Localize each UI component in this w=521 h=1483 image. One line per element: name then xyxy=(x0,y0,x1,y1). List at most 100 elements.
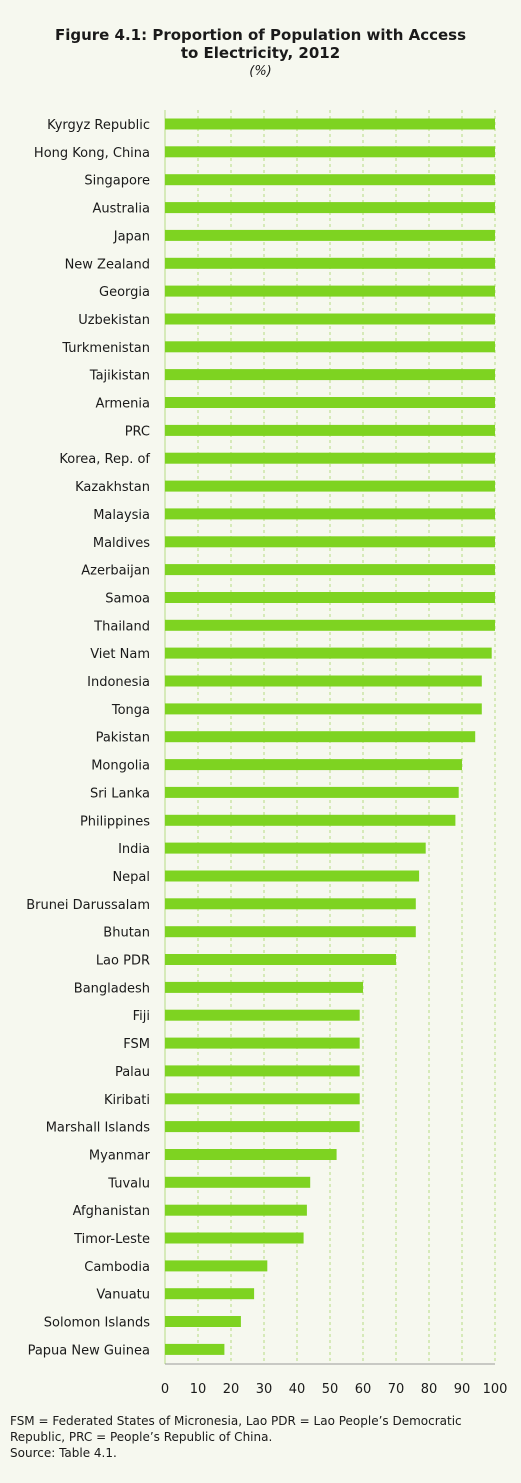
category-label: Viet Nam xyxy=(90,647,150,662)
category-label: Tuvalu xyxy=(107,1176,150,1191)
category-label: New Zealand xyxy=(65,257,150,272)
x-tick-label: 60 xyxy=(355,1382,372,1397)
category-label: Vanuatu xyxy=(96,1288,150,1303)
category-label: Mongolia xyxy=(91,759,150,774)
chart-title: Figure 4.1: Proportion of Population wit… xyxy=(0,26,521,62)
x-tick-label: 20 xyxy=(223,1382,240,1397)
bar xyxy=(165,1121,360,1133)
bar xyxy=(165,1037,360,1049)
category-label: Turkmenistan xyxy=(61,341,150,356)
bar xyxy=(165,257,495,269)
unit-label: (%) xyxy=(249,64,272,79)
category-label: Nepal xyxy=(112,870,150,885)
category-label: Uzbekistan xyxy=(78,313,150,328)
bar xyxy=(165,452,495,464)
category-label: Cambodia xyxy=(84,1260,150,1275)
category-label: Bangladesh xyxy=(74,981,150,996)
category-label: Lao PDR xyxy=(96,954,150,969)
x-tick-label: 90 xyxy=(454,1382,471,1397)
category-label: Australia xyxy=(92,202,150,217)
bar xyxy=(165,1316,241,1327)
bar xyxy=(165,981,363,993)
category-label: Georgia xyxy=(99,285,150,300)
x-tick-label: 50 xyxy=(322,1382,339,1397)
category-label: Pakistan xyxy=(96,731,150,746)
category-label: Afghanistan xyxy=(73,1204,150,1219)
bar xyxy=(165,870,420,882)
x-tick-label: 40 xyxy=(289,1382,306,1397)
category-label: Kyrgyz Republic xyxy=(47,118,150,133)
bar xyxy=(165,926,416,938)
bar xyxy=(165,202,495,214)
bar xyxy=(165,424,495,436)
x-tick-label: 0 xyxy=(161,1382,169,1397)
abbreviations-note-line-1: FSM = Federated States of Micronesia, La… xyxy=(10,1414,462,1428)
bar xyxy=(165,118,495,130)
bar xyxy=(165,146,495,158)
category-label: Bhutan xyxy=(103,926,150,941)
chart-title-line-1: Figure 4.1: Proportion of Population wit… xyxy=(54,26,467,44)
category-label: Sri Lanka xyxy=(90,786,150,801)
bar xyxy=(165,703,482,715)
bar xyxy=(165,229,495,241)
category-label: Hong Kong, China xyxy=(34,146,150,161)
category-label: Brunei Darussalam xyxy=(26,898,150,913)
category-label: Japan xyxy=(113,229,150,244)
bar xyxy=(165,313,495,325)
category-label: Timor-Leste xyxy=(73,1232,150,1247)
chart-notes: FSM = Federated States of Micronesia, La… xyxy=(10,1413,510,1461)
x-tick-label: 30 xyxy=(256,1382,273,1397)
bar xyxy=(165,1093,360,1105)
category-label: Armenia xyxy=(96,397,151,412)
bar xyxy=(165,397,495,408)
bar xyxy=(165,759,462,771)
category-label: Tonga xyxy=(111,703,150,718)
category-label: Azerbaijan xyxy=(81,564,150,579)
abbreviations-note-line-2: Republic, PRC = People’s Republic of Chi… xyxy=(10,1430,273,1444)
source-note: Source: Table 4.1. xyxy=(10,1446,117,1460)
bar xyxy=(165,1260,268,1272)
category-label: Papua New Guinea xyxy=(28,1343,150,1358)
x-tick-label: 10 xyxy=(190,1382,207,1397)
category-label: Korea, Rep. of xyxy=(59,452,150,467)
bar xyxy=(165,731,476,743)
category-label: Marshall Islands xyxy=(46,1121,151,1136)
category-label: FSM xyxy=(123,1037,150,1052)
bar xyxy=(165,786,459,798)
category-label: Kazakhstan xyxy=(75,480,150,495)
bar xyxy=(165,1176,311,1188)
bar xyxy=(165,285,495,297)
bar xyxy=(165,341,495,353)
x-tick-label: 80 xyxy=(421,1382,438,1397)
category-label: Solomon Islands xyxy=(44,1316,150,1331)
bar xyxy=(165,619,495,631)
bar xyxy=(165,842,426,854)
x-tick-label: 70 xyxy=(388,1382,405,1397)
chart-title-line-2: to Electricity, 2012 xyxy=(180,44,341,62)
bar xyxy=(165,675,482,687)
category-label: Thailand xyxy=(93,619,150,634)
bar xyxy=(165,1009,360,1021)
bar xyxy=(165,1343,225,1355)
bar-chart: Kyrgyz Republic Hong Kong, China Singapore… xyxy=(26,110,508,1397)
bar xyxy=(165,174,495,186)
category-label: India xyxy=(118,842,150,857)
bar xyxy=(165,592,495,603)
bar xyxy=(165,1065,360,1077)
category-label: Tajikistan xyxy=(89,369,150,384)
bar xyxy=(165,480,495,492)
x-tick-label: 100 xyxy=(483,1382,508,1397)
bar xyxy=(165,1204,307,1216)
bar xyxy=(165,564,495,576)
bar xyxy=(165,369,495,381)
bar xyxy=(165,1232,304,1244)
bar xyxy=(165,508,495,520)
bar xyxy=(165,1288,255,1300)
bar xyxy=(165,536,495,548)
bar xyxy=(165,898,416,910)
bar xyxy=(165,954,396,965)
category-label: Fiji xyxy=(133,1009,150,1024)
category-label: Maldives xyxy=(93,536,150,551)
category-label: Samoa xyxy=(105,592,150,607)
category-label: Kiribati xyxy=(104,1093,150,1108)
